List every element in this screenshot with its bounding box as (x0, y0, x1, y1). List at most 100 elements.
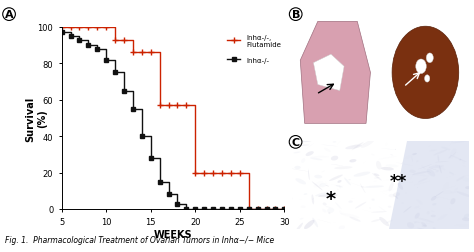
Ellipse shape (310, 158, 322, 161)
Ellipse shape (337, 180, 342, 183)
Ellipse shape (319, 183, 327, 187)
Ellipse shape (374, 177, 380, 179)
Ellipse shape (360, 184, 365, 193)
Ellipse shape (449, 208, 451, 210)
Circle shape (392, 27, 459, 119)
Ellipse shape (350, 217, 361, 222)
Ellipse shape (452, 152, 456, 156)
Ellipse shape (450, 155, 466, 163)
Ellipse shape (361, 140, 374, 148)
Ellipse shape (431, 196, 437, 201)
Polygon shape (301, 22, 371, 124)
Y-axis label: Survival
(%): Survival (%) (25, 96, 47, 141)
Ellipse shape (333, 142, 336, 143)
Ellipse shape (289, 169, 309, 172)
Ellipse shape (350, 161, 352, 162)
Ellipse shape (361, 187, 365, 188)
Ellipse shape (355, 202, 366, 209)
Ellipse shape (331, 165, 343, 166)
Ellipse shape (417, 187, 418, 188)
Ellipse shape (432, 203, 437, 206)
Ellipse shape (448, 155, 452, 159)
Ellipse shape (450, 138, 455, 146)
Ellipse shape (417, 228, 426, 230)
Ellipse shape (421, 166, 425, 170)
Ellipse shape (321, 171, 325, 173)
Ellipse shape (429, 168, 439, 171)
Ellipse shape (348, 201, 353, 203)
Ellipse shape (435, 192, 444, 197)
Ellipse shape (438, 155, 439, 162)
Ellipse shape (327, 208, 334, 213)
X-axis label: WEEKS: WEEKS (154, 229, 192, 239)
Ellipse shape (291, 145, 310, 146)
Ellipse shape (449, 172, 454, 175)
Ellipse shape (400, 180, 405, 184)
Ellipse shape (335, 202, 342, 209)
Ellipse shape (326, 185, 329, 187)
Ellipse shape (395, 149, 396, 150)
Ellipse shape (403, 206, 411, 213)
Ellipse shape (415, 213, 420, 219)
Ellipse shape (372, 173, 382, 181)
Ellipse shape (411, 157, 413, 162)
Ellipse shape (388, 206, 392, 208)
Ellipse shape (412, 171, 430, 175)
Ellipse shape (331, 156, 338, 161)
Ellipse shape (317, 219, 331, 223)
Ellipse shape (393, 193, 400, 197)
Ellipse shape (386, 220, 392, 223)
Ellipse shape (365, 186, 384, 188)
Ellipse shape (419, 165, 432, 169)
Ellipse shape (293, 152, 301, 154)
Ellipse shape (382, 149, 395, 150)
Ellipse shape (410, 170, 416, 173)
Ellipse shape (390, 154, 393, 156)
Ellipse shape (414, 206, 419, 209)
Text: Fig. 1.  Pharmacological Treatment of Ovarian Tumors in Inhα−/− Mice: Fig. 1. Pharmacological Treatment of Ova… (5, 235, 274, 244)
Ellipse shape (345, 145, 362, 150)
Ellipse shape (379, 217, 389, 226)
Text: *: * (326, 189, 336, 208)
Ellipse shape (429, 172, 431, 173)
Ellipse shape (354, 172, 370, 177)
Ellipse shape (462, 218, 470, 221)
Ellipse shape (295, 178, 306, 185)
Text: B: B (292, 10, 300, 20)
Polygon shape (389, 141, 469, 229)
Ellipse shape (435, 162, 448, 163)
Ellipse shape (427, 169, 435, 177)
Ellipse shape (295, 223, 303, 233)
Ellipse shape (350, 183, 362, 187)
Legend: Inhα-/-,
Flutamide, Inhα-/-: Inhα-/-, Flutamide, Inhα-/- (224, 32, 284, 67)
Ellipse shape (396, 163, 412, 166)
Ellipse shape (452, 141, 468, 144)
Ellipse shape (436, 171, 439, 173)
Ellipse shape (321, 145, 337, 147)
Ellipse shape (300, 218, 303, 220)
Ellipse shape (407, 222, 414, 229)
Ellipse shape (348, 179, 351, 181)
Ellipse shape (439, 166, 442, 174)
Ellipse shape (438, 214, 447, 220)
Ellipse shape (301, 140, 312, 143)
Ellipse shape (401, 162, 404, 165)
Ellipse shape (291, 197, 292, 200)
Ellipse shape (389, 182, 394, 192)
Ellipse shape (433, 150, 447, 156)
Ellipse shape (305, 144, 314, 150)
Ellipse shape (429, 165, 444, 169)
Ellipse shape (344, 178, 351, 186)
Ellipse shape (336, 185, 343, 188)
Ellipse shape (308, 170, 310, 180)
Ellipse shape (325, 206, 331, 208)
Ellipse shape (337, 141, 341, 145)
Ellipse shape (401, 203, 404, 204)
Ellipse shape (318, 194, 337, 197)
Ellipse shape (304, 194, 307, 195)
Ellipse shape (414, 221, 420, 223)
Text: A: A (5, 10, 13, 20)
Text: **: ** (390, 172, 407, 190)
Ellipse shape (376, 161, 382, 170)
Circle shape (425, 76, 430, 83)
